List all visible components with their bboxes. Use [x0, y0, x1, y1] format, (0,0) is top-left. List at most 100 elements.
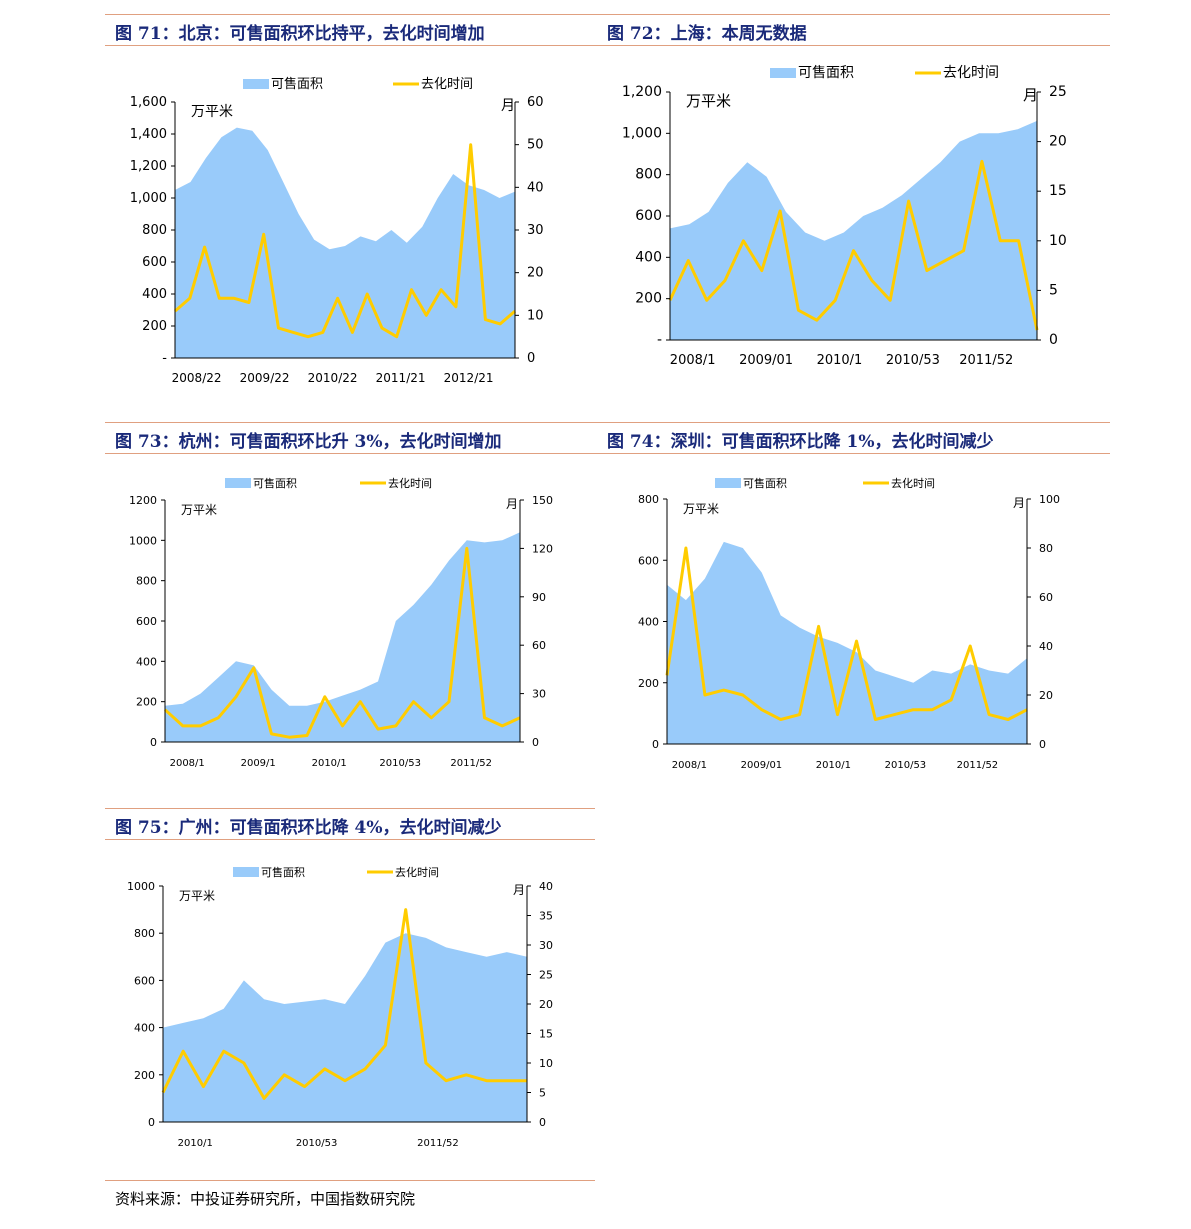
right-tick-label: 20: [1049, 134, 1067, 150]
right-tick-label: 25: [1049, 84, 1067, 100]
figure-71-header: 图 71：北京：可售面积环比持平，去化时间增加: [105, 14, 595, 46]
right-tick-label: 15: [539, 1028, 553, 1041]
legend-label-line: 去化时间: [388, 476, 432, 490]
right-tick-label: 20: [527, 266, 544, 281]
area-series-available-stock: [163, 933, 527, 1122]
line-series-sell-through-time: [161, 908, 527, 1100]
right-axis-unit: 月: [506, 497, 518, 511]
right-tick-label: 40: [539, 880, 553, 893]
left-tick-label: 600: [142, 255, 167, 270]
area-series-available-stock: [175, 127, 515, 358]
chart-shanghai: - 200 400 600 800 1,000 1,200 0 5 10 15 20 25 2008/1 2…: [622, 65, 1067, 368]
left-tick-label: 200: [136, 696, 157, 709]
x-tick-label: 2011/21: [376, 371, 426, 385]
figure-74-header: 图 74：深圳：可售面积环比降 1%，去化时间减少: [595, 422, 1110, 454]
right-tick-label: 5: [539, 1087, 546, 1100]
figure-72-title: 图 72：上海：本周无数据: [607, 24, 807, 44]
figure-73-header: 图 73：杭州：可售面积环比升 3%，去化时间增加: [105, 422, 595, 454]
line-series-sell-through-time: [665, 546, 1028, 721]
x-tick-label: 2011/52: [450, 758, 492, 769]
right-tick-label: 40: [527, 180, 544, 195]
left-axis-unit: 万平米: [683, 502, 719, 516]
right-axis-unit: 月: [513, 883, 525, 897]
right-tick-label: 60: [527, 95, 544, 110]
x-tick-label: 2009/22: [240, 371, 290, 385]
x-tick-label: 2009/1: [241, 758, 276, 769]
legend-swatch-area: [225, 478, 251, 488]
left-tick-label: 600: [638, 554, 659, 567]
x-tick-label: 2011/52: [959, 353, 1013, 368]
left-tick-label: -: [657, 332, 662, 348]
left-tick-label: 1,400: [130, 127, 167, 142]
legend-label-line: 去化时间: [891, 476, 935, 490]
legend-swatch-area: [770, 68, 796, 78]
source-note: 资料来源：中投证券研究所，中国指数研究院: [115, 1190, 416, 1208]
left-tick-label: 200: [142, 319, 167, 334]
left-tick-label: 800: [638, 493, 659, 506]
area-series-available-stock: [670, 120, 1037, 341]
left-tick-label: 800: [635, 167, 662, 183]
x-tick-label: 2010/53: [379, 758, 421, 769]
x-tick-label: 2010/22: [308, 371, 358, 385]
right-tick-label: 5: [1049, 282, 1058, 298]
left-tick-label: 800: [134, 927, 155, 940]
right-tick-label: 0: [532, 736, 539, 749]
area-series-available-stock: [165, 532, 520, 742]
left-tick-label: 600: [134, 974, 155, 987]
left-tick-label: 200: [638, 677, 659, 690]
chart-guangzhou: 0 200 400 600 800 1000 0 5 10 15 20 25 30 35 40 2010/1 2…: [127, 865, 553, 1149]
left-tick-label: 600: [136, 615, 157, 628]
line-series-sell-through-time: [174, 143, 516, 339]
x-tick-label: 2008/1: [672, 760, 707, 771]
chart-beijing: - 200 400 600 800 1,000 1,200 1,400 1,600 0 10 20 30…: [130, 76, 544, 385]
left-tick-label: 0: [150, 736, 157, 749]
left-tick-label: 1,200: [622, 84, 662, 100]
left-tick-label: 0: [148, 1116, 155, 1129]
right-tick-label: 40: [1039, 640, 1053, 653]
right-axis-unit: 月: [501, 98, 515, 114]
left-tick-label: 1,200: [130, 159, 167, 174]
chart-shenzhen: 0 200 400 600 800 0 20 40 60 80 100 2008/1 2009/01 20…: [638, 476, 1060, 771]
figure-73-title: 图 73：杭州：可售面积环比升 3%，去化时间增加: [115, 432, 502, 452]
right-tick-label: 10: [527, 308, 544, 323]
line-series-sell-through-time: [668, 159, 1039, 331]
x-tick-label: 2010/1: [312, 758, 347, 769]
left-tick-label: -: [162, 351, 167, 366]
legend-swatch-area: [233, 867, 259, 877]
left-tick-label: 800: [142, 223, 167, 238]
x-tick-label: 2010/1: [178, 1138, 213, 1149]
chart-hangzhou: 0 200 400 600 800 1000 1200 0 30 60 90 120 150 2008/1…: [129, 476, 553, 769]
legend-label-area: 可售面积: [798, 65, 854, 81]
right-tick-label: 60: [1039, 591, 1053, 604]
left-axis-unit: 万平米: [181, 503, 217, 517]
right-tick-label: 20: [1039, 689, 1053, 702]
left-tick-label: 400: [136, 655, 157, 668]
x-tick-label: 2010/53: [886, 353, 940, 368]
right-tick-label: 0: [1049, 332, 1058, 348]
left-tick-label: 200: [134, 1069, 155, 1082]
left-axis-unit: 万平米: [191, 104, 233, 120]
right-tick-label: 25: [539, 969, 553, 982]
figure-75-header: 图 75：广州：可售面积环比降 4%，去化时间减少: [105, 808, 595, 840]
left-tick-label: 0: [652, 738, 659, 751]
legend-label-line: 去化时间: [395, 865, 439, 879]
x-tick-label: 2008/22: [172, 371, 222, 385]
right-tick-label: 50: [527, 138, 544, 153]
figure-72-header: 图 72：上海：本周无数据: [595, 14, 1110, 46]
legend-label-area: 可售面积: [743, 476, 787, 490]
left-tick-label: 400: [638, 616, 659, 629]
x-tick-label: 2012/21: [444, 371, 494, 385]
x-tick-label: 2010/53: [885, 760, 927, 771]
area-series-available-stock: [667, 541, 1027, 744]
legend-label-area: 可售面积: [253, 476, 297, 490]
figure-71-title: 图 71：北京：可售面积环比持平，去化时间增加: [115, 24, 485, 44]
source-divider: [105, 1180, 595, 1181]
x-tick-label: 2011/52: [957, 760, 999, 771]
right-tick-label: 150: [532, 494, 553, 507]
right-tick-label: 30: [532, 688, 546, 701]
left-tick-label: 1,600: [130, 95, 167, 110]
legend-label-area: 可售面积: [271, 76, 323, 92]
x-tick-label: 2009/01: [739, 353, 793, 368]
right-tick-label: 10: [539, 1057, 553, 1070]
right-axis-unit: 月: [1023, 86, 1038, 104]
